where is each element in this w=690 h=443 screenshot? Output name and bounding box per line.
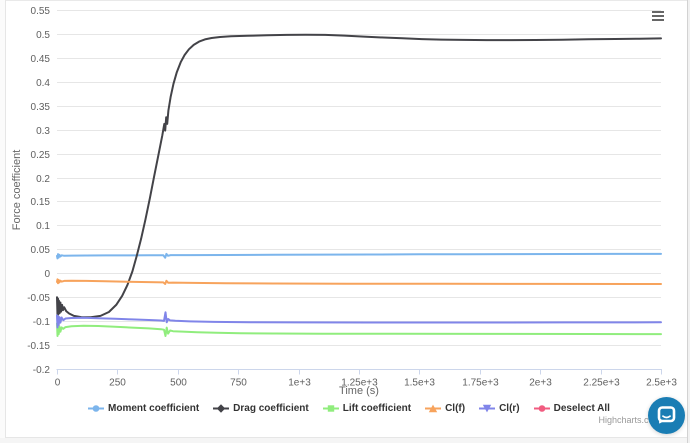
page-bottom-border xyxy=(5,437,688,438)
y-tick-label: 0.25 xyxy=(31,150,51,161)
x-axis-title: Time (s) xyxy=(339,385,379,397)
series-line-0 xyxy=(56,252,662,260)
y-tick-label: 0.55 xyxy=(31,6,51,17)
y-tick-label: 0.05 xyxy=(31,245,51,256)
circle-marker-icon xyxy=(533,405,550,412)
page-top-border xyxy=(0,0,690,1)
page-left-border xyxy=(0,0,6,443)
legend-label: Moment coefficient xyxy=(108,403,200,414)
x-tick-label: 250 xyxy=(109,378,126,389)
x-tick-label: 1.5e+3 xyxy=(404,378,435,389)
legend-item-lift-coefficient[interactable]: Lift coefficient xyxy=(322,403,412,414)
legend-label: Cl(f) xyxy=(445,403,466,414)
x-tick-label: 1e+3 xyxy=(288,378,311,389)
x-tick-label: 2.25e+3 xyxy=(583,378,620,389)
hamburger-icon xyxy=(652,18,664,22)
series-line-2 xyxy=(56,322,662,337)
y-axis-title: Force coefficient xyxy=(11,149,23,231)
x-tick-label: 2e+3 xyxy=(529,378,552,389)
triangle-down-marker-icon xyxy=(479,404,496,413)
legend-item-drag-coefficient[interactable]: Drag coefficient xyxy=(213,403,309,414)
legend-label: Drag coefficient xyxy=(233,403,309,414)
x-tick-label: 500 xyxy=(170,378,187,389)
y-tick-label: -0.05 xyxy=(27,293,50,304)
hamburger-icon xyxy=(652,10,664,14)
y-tick-label: -0.15 xyxy=(27,341,50,352)
y-tick-label: 0.3 xyxy=(36,126,50,137)
y-tick-label: 0.15 xyxy=(31,197,51,208)
page-bottom-margin xyxy=(0,438,690,443)
legend-item-cl-r[interactable]: Cl(r) xyxy=(479,403,520,414)
legend-item-deselect-all[interactable]: Deselect All xyxy=(533,403,610,414)
x-tick-label: 750 xyxy=(230,378,247,389)
x-tick-label: 1.25e+3 xyxy=(341,378,378,389)
page-right-border xyxy=(687,0,688,443)
y-tick-label: 0.4 xyxy=(36,78,50,89)
y-tick-label: 0.35 xyxy=(31,102,51,113)
series-line-3 xyxy=(56,278,662,285)
page-right-margin xyxy=(688,0,690,443)
hamburger-icon xyxy=(652,14,664,18)
series-line-1 xyxy=(56,33,662,319)
chat-bubble-button[interactable] xyxy=(648,397,685,434)
highcharts-credits-link[interactable]: Highcharts.com xyxy=(598,415,661,425)
series-line-4 xyxy=(56,311,662,329)
legend-item-cl-f[interactable]: Cl(f) xyxy=(425,403,465,414)
chat-bubble-icon xyxy=(657,406,676,424)
legend-item-moment-coefficient[interactable]: Moment coefficient xyxy=(88,403,199,414)
y-tick-label: 0.2 xyxy=(36,174,50,185)
legend-label: Cl(r) xyxy=(499,403,520,414)
square-marker-icon xyxy=(322,405,339,412)
triangle-marker-icon xyxy=(425,404,442,413)
x-tick-label: 2.5e+3 xyxy=(646,378,677,389)
y-tick-label: -0.2 xyxy=(33,365,51,376)
y-tick-label: 0.45 xyxy=(31,54,51,65)
legend-label: Lift coefficient xyxy=(342,403,412,414)
legend: Moment coefficient Drag coefficient Lift c… xyxy=(37,403,661,414)
legend-label: Deselect All xyxy=(553,403,610,414)
x-tick-label: 0 xyxy=(55,378,61,389)
y-tick-label: 0.5 xyxy=(36,30,50,41)
y-tick-label: 0.1 xyxy=(36,221,50,232)
y-tick-label: 0 xyxy=(44,269,50,280)
circle-marker-icon xyxy=(88,405,105,412)
chart-context-menu-button[interactable] xyxy=(649,7,667,25)
diamond-marker-icon xyxy=(213,404,230,413)
x-tick-label: 1.75e+3 xyxy=(462,378,499,389)
y-tick-label: -0.1 xyxy=(33,317,51,328)
